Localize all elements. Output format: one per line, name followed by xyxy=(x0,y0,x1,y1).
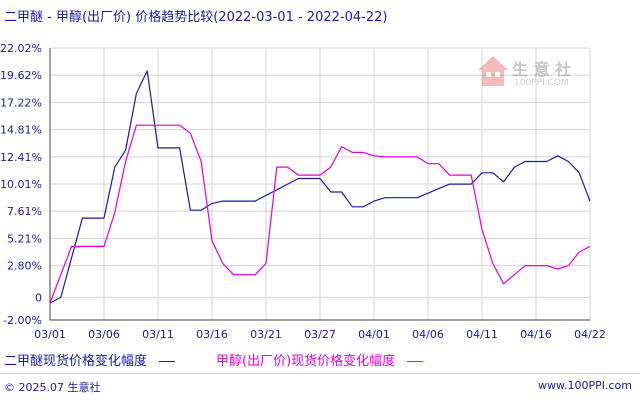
y-tick-label: 2.80% xyxy=(7,260,42,273)
legend-item-methanol: 甲醇(出厂价)现货价格变化幅度 xyxy=(216,350,424,369)
axes xyxy=(49,48,590,321)
y-tick-label: 14.81% xyxy=(0,124,42,137)
y-tick-label: -2.00% xyxy=(3,314,42,327)
legend-swatch-methanol xyxy=(407,361,424,362)
house-logo-icon xyxy=(478,56,508,86)
legend-swatch-dme xyxy=(159,361,176,362)
x-tick-label: 03/01 xyxy=(34,328,66,341)
x-tick-label: 03/06 xyxy=(88,328,120,341)
y-tick-label: 17.22% xyxy=(0,96,42,109)
x-tick-label: 03/27 xyxy=(304,328,336,341)
y-tick-label: 7.61% xyxy=(7,205,42,218)
x-tick-label: 03/21 xyxy=(250,328,282,341)
y-tick-label: 0 xyxy=(35,291,42,304)
watermark-url: 100PPI.COM xyxy=(514,78,569,88)
x-tick-label: 04/01 xyxy=(358,328,390,341)
y-tick-label: 22.02% xyxy=(0,42,42,55)
legend-item-dme: 二甲醚现货价格变化幅度 xyxy=(4,350,176,369)
y-tick-labels: 22.02% 19.62% 17.22% 14.81% 12.41% 10.01% 7.61… xyxy=(0,42,42,327)
y-tick-label: 5.21% xyxy=(7,232,42,245)
x-tick-labels: 03/01 03/06 03/11 03/16 03/21 03/27 04/01 04/06… xyxy=(34,328,606,341)
footer-copyright: © 2025.07 生意社 xyxy=(4,381,101,394)
y-tick-label: 10.01% xyxy=(0,178,42,191)
x-tick-label: 04/06 xyxy=(412,328,444,341)
x-tick-label: 03/16 xyxy=(196,328,228,341)
legend-label-methanol: 甲醇(出厂价)现货价格变化幅度 xyxy=(216,354,396,369)
series xyxy=(49,70,591,304)
series-line-dme xyxy=(49,70,591,304)
legend-label-dme: 二甲醚现货价格变化幅度 xyxy=(4,354,148,369)
y-tick-label: 19.62% xyxy=(0,69,42,82)
x-tick-label: 04/11 xyxy=(466,328,498,341)
y-tick-label: 12.41% xyxy=(0,151,42,164)
x-tick-label: 03/11 xyxy=(142,328,174,341)
chart-title: 二甲醚 - 甲醇(出厂价) 价格趋势比较(2022-03-01 - 2022-0… xyxy=(4,10,388,25)
footer-divider xyxy=(0,373,640,374)
series-line-methanol xyxy=(49,124,591,304)
x-tick-label: 04/16 xyxy=(520,328,552,341)
x-tick-label: 04/22 xyxy=(574,328,606,341)
watermark-text: 生 意 社 xyxy=(512,60,572,79)
watermark-logo: 生 意 社 100PPI.COM xyxy=(476,54,576,94)
footer-website: www.100PPI.com xyxy=(538,379,632,392)
